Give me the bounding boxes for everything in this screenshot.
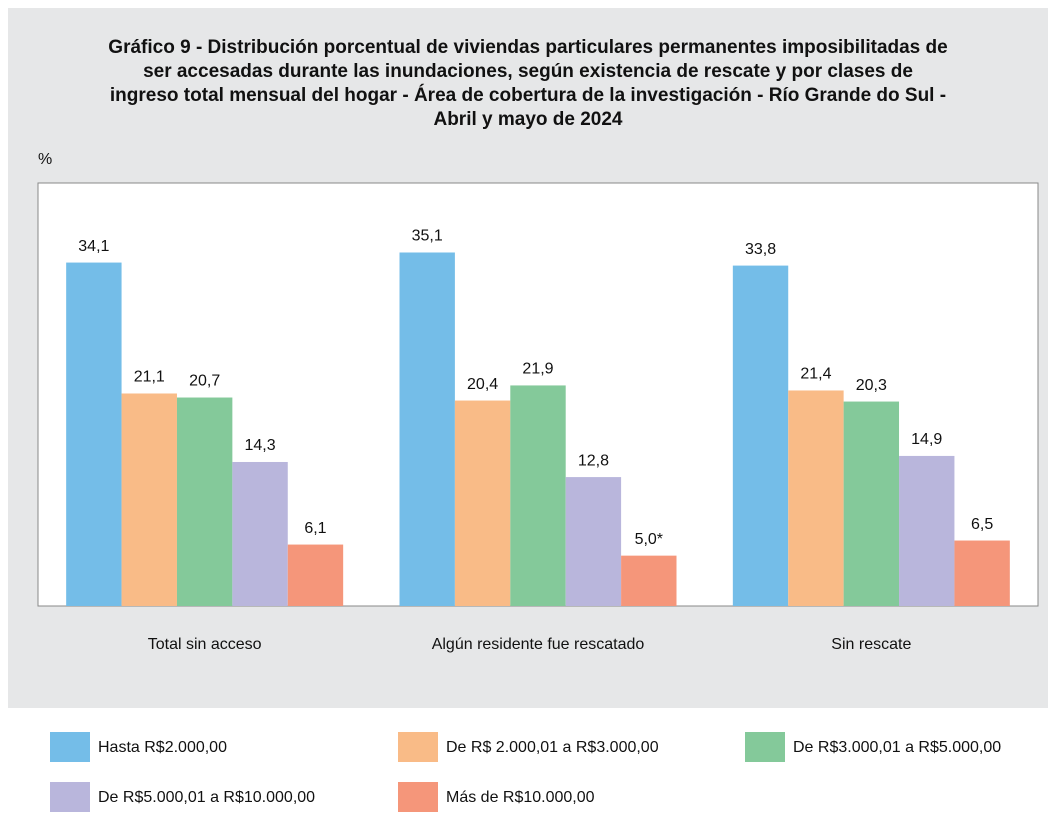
x-tick-label: Algún residente fue rescatado — [432, 636, 645, 653]
value-label: 34,1 — [78, 238, 109, 255]
bar — [66, 262, 122, 606]
bar — [287, 544, 344, 606]
value-label: 21,4 — [800, 366, 831, 383]
bar — [510, 385, 566, 606]
legend-swatch — [398, 732, 438, 762]
y-axis-label: % — [38, 151, 52, 168]
chart-title: Gráfico 9 - Distribución porcentual de v… — [108, 37, 948, 130]
x-tick-label: Sin rescate — [831, 636, 911, 653]
bar — [565, 477, 622, 606]
value-label: 20,4 — [467, 376, 498, 393]
legend-label: De R$3.000,01 a R$5.000,00 — [793, 739, 1001, 756]
x-tick-label: Total sin acceso — [148, 636, 262, 653]
legend-label: Hasta R$2.000,00 — [98, 739, 227, 756]
value-label: 20,3 — [856, 377, 887, 394]
legend-swatch — [398, 782, 438, 812]
bar — [788, 390, 844, 606]
legend-swatch — [50, 732, 90, 762]
legend-label: Más de R$10.000,00 — [446, 789, 595, 806]
bar — [954, 540, 1010, 606]
value-label: 33,8 — [745, 241, 776, 258]
bar — [399, 252, 455, 606]
legend-swatch — [50, 782, 90, 812]
bar — [176, 397, 233, 606]
bar — [621, 555, 677, 606]
value-label: 6,5 — [971, 516, 993, 533]
value-label: 14,9 — [911, 431, 942, 448]
value-label: 35,1 — [412, 228, 443, 245]
legend-label: De R$ 2.000,01 a R$3.000,00 — [446, 739, 659, 756]
value-label: 21,1 — [134, 369, 165, 386]
bar — [732, 265, 789, 606]
value-label: 21,9 — [522, 361, 553, 378]
bar — [843, 401, 900, 606]
bar — [232, 461, 288, 606]
legend-swatch — [745, 732, 785, 762]
bar — [899, 455, 955, 606]
value-label: 20,7 — [189, 373, 220, 390]
value-label: 12,8 — [578, 452, 609, 469]
value-label: 14,3 — [244, 437, 275, 454]
value-label: 5,0* — [635, 531, 663, 548]
bar — [454, 400, 511, 606]
bar — [121, 393, 177, 606]
legend-label: De R$5.000,01 a R$10.000,00 — [98, 789, 315, 806]
value-label: 6,1 — [304, 520, 326, 537]
